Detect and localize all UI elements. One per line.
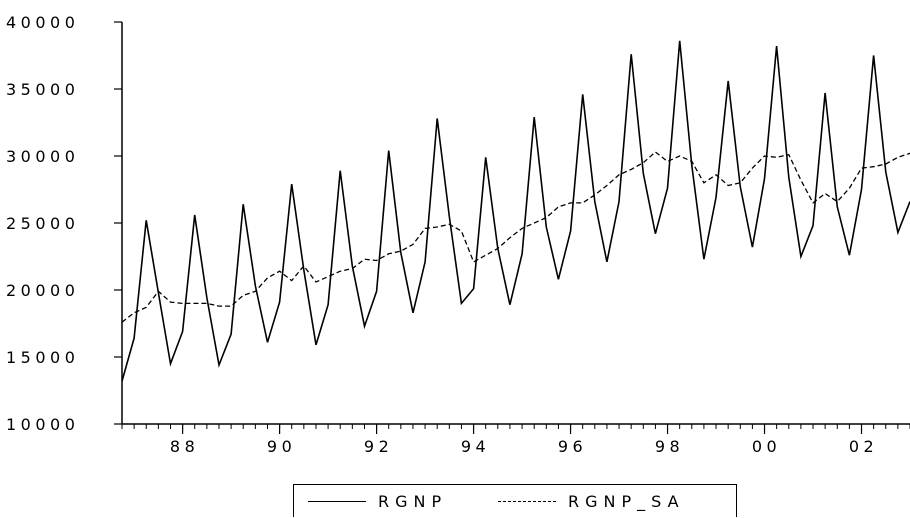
x-tick-label: 96: [558, 437, 587, 456]
legend-label-rgnp: RGNP: [378, 492, 448, 511]
legend-label-rgnp-sa: RGNP_SA: [568, 492, 685, 511]
x-tick-label: 02: [849, 437, 878, 456]
legend-dashed-line-icon: [498, 501, 556, 502]
x-tick-label: 88: [170, 437, 199, 456]
y-tick-label: 10000: [6, 415, 79, 434]
x-tick-label: 92: [364, 437, 393, 456]
y-axis: 10000 15000 20000 25000 30000 35000 40000: [6, 13, 123, 434]
x-tick-label: 94: [461, 437, 490, 456]
series-line-rgnp-sa: [121, 151, 910, 323]
series-line-rgnp: [121, 40, 910, 382]
series-lines: [121, 40, 910, 382]
legend: RGNP RGNP_SA: [293, 484, 737, 517]
x-axis: 88 90 92 94 96 98 00 02: [121, 423, 910, 456]
y-tick-label: 40000: [6, 13, 79, 32]
legend-item-rgnp-sa: RGNP_SA: [498, 485, 685, 518]
legend-item-rgnp: RGNP: [308, 485, 447, 518]
y-tick-label: 20000: [6, 281, 79, 300]
y-tick-label: 30000: [6, 147, 79, 166]
x-tick-label: 00: [752, 437, 781, 456]
legend-solid-line-icon: [308, 501, 366, 502]
x-tick-label: 90: [267, 437, 296, 456]
y-tick-label: 25000: [6, 214, 79, 233]
y-tick-label: 35000: [6, 80, 79, 99]
y-tick-label: 15000: [6, 348, 79, 367]
x-tick-label: 98: [655, 437, 684, 456]
